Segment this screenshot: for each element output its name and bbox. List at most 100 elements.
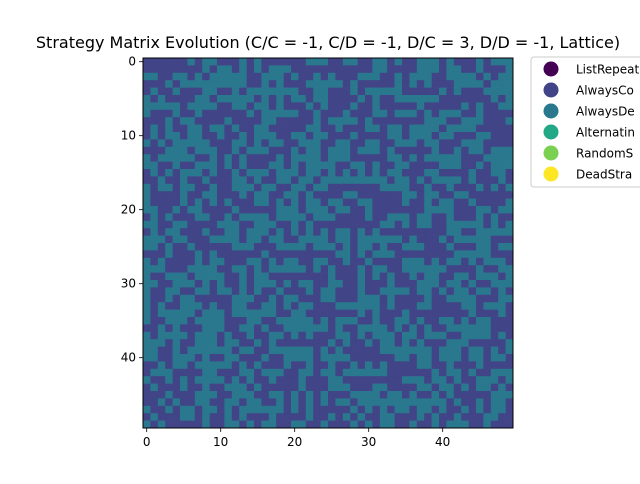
heatmap-cell bbox=[505, 87, 514, 96]
heatmap-cell bbox=[431, 154, 440, 162]
heatmap-cell bbox=[342, 413, 351, 421]
heatmap-cell bbox=[202, 361, 210, 370]
heatmap-cell bbox=[328, 176, 336, 185]
heatmap-cell bbox=[394, 265, 403, 273]
heatmap-cell bbox=[461, 302, 469, 310]
heatmap-cell bbox=[298, 420, 307, 429]
heatmap-cell bbox=[165, 146, 173, 155]
heatmap-cell bbox=[365, 391, 373, 399]
heatmap-cell bbox=[239, 183, 247, 192]
heatmap-cell bbox=[461, 220, 469, 229]
heatmap-cell bbox=[476, 183, 484, 192]
heatmap-cell bbox=[461, 65, 469, 74]
heatmap-cell bbox=[172, 191, 181, 199]
heatmap-cell bbox=[165, 243, 173, 251]
heatmap-cell bbox=[283, 198, 292, 207]
heatmap-cell bbox=[416, 228, 425, 236]
heatmap-cell bbox=[379, 176, 388, 185]
heatmap-cell bbox=[439, 339, 447, 347]
heatmap-cell bbox=[194, 420, 203, 429]
heatmap-cell bbox=[276, 87, 284, 96]
heatmap-cell bbox=[268, 243, 277, 251]
heatmap-cell bbox=[505, 154, 514, 162]
heatmap-cell bbox=[357, 146, 366, 155]
heatmap-cell bbox=[446, 206, 455, 214]
heatmap-cell bbox=[394, 243, 403, 251]
heatmap-cell bbox=[357, 324, 366, 333]
heatmap-cell bbox=[194, 243, 203, 251]
heatmap-cell bbox=[483, 206, 492, 214]
heatmap-cell bbox=[439, 220, 447, 229]
heatmap-cell bbox=[409, 257, 418, 266]
heatmap-cell bbox=[335, 346, 344, 355]
heatmap-cell bbox=[231, 280, 240, 288]
heatmap-cell bbox=[150, 346, 159, 355]
heatmap-cell bbox=[350, 235, 358, 244]
heatmap-cell bbox=[446, 132, 455, 140]
heatmap-cell bbox=[194, 146, 203, 155]
heatmap-cell bbox=[357, 154, 366, 162]
heatmap-cell bbox=[431, 383, 440, 392]
heatmap-cell bbox=[387, 294, 395, 303]
heatmap-cell bbox=[217, 183, 225, 192]
heatmap-cell bbox=[402, 72, 410, 81]
heatmap-cell bbox=[328, 398, 336, 407]
heatmap-cell bbox=[202, 368, 210, 377]
heatmap-cell bbox=[283, 161, 292, 170]
heatmap-cell bbox=[394, 309, 403, 318]
heatmap-cell bbox=[143, 420, 151, 429]
heatmap-cell bbox=[505, 95, 514, 103]
heatmap-cell bbox=[342, 213, 351, 222]
heatmap-cell bbox=[350, 206, 358, 214]
heatmap-cell bbox=[328, 169, 336, 177]
heatmap-cell bbox=[231, 235, 240, 244]
heatmap-cell bbox=[379, 309, 388, 318]
heatmap-cell bbox=[172, 331, 181, 340]
heatmap-cell bbox=[387, 198, 395, 207]
heatmap-cell bbox=[150, 109, 159, 118]
heatmap-cell bbox=[209, 405, 218, 414]
heatmap-cell bbox=[483, 413, 492, 421]
x-tick-label: 30 bbox=[361, 435, 376, 449]
heatmap-cell bbox=[202, 183, 210, 192]
heatmap-cell bbox=[342, 280, 351, 288]
heatmap-cell bbox=[194, 324, 203, 333]
heatmap-cell bbox=[276, 154, 284, 162]
heatmap-cell bbox=[379, 354, 388, 362]
heatmap-cell bbox=[328, 243, 336, 251]
heatmap-cell bbox=[283, 72, 292, 81]
heatmap-cell bbox=[313, 213, 321, 222]
heatmap-cell bbox=[320, 87, 329, 96]
heatmap-cell bbox=[172, 109, 181, 118]
heatmap-cell bbox=[350, 309, 358, 318]
heatmap-cell bbox=[409, 117, 418, 125]
heatmap-cell bbox=[157, 368, 166, 377]
heatmap-cell bbox=[143, 161, 151, 170]
heatmap-cell bbox=[157, 191, 166, 199]
heatmap-cell bbox=[180, 154, 188, 162]
heatmap-cell bbox=[150, 124, 159, 133]
heatmap-cell bbox=[431, 265, 440, 273]
heatmap-cell bbox=[350, 243, 358, 251]
heatmap-cell bbox=[246, 146, 255, 155]
heatmap-cell bbox=[431, 339, 440, 347]
heatmap-cell bbox=[224, 413, 233, 421]
heatmap-cell bbox=[402, 117, 410, 125]
heatmap-cell bbox=[350, 317, 358, 325]
heatmap-cell bbox=[372, 257, 381, 266]
heatmap-cell bbox=[342, 331, 351, 340]
heatmap-cell bbox=[224, 228, 233, 236]
heatmap-cell bbox=[335, 206, 344, 214]
heatmap-cell bbox=[335, 198, 344, 207]
heatmap-cell bbox=[416, 198, 425, 207]
heatmap-cell bbox=[490, 257, 499, 266]
heatmap-cell bbox=[224, 95, 233, 103]
heatmap-cell bbox=[202, 398, 210, 407]
heatmap-cell bbox=[217, 65, 225, 74]
heatmap-cell bbox=[209, 95, 218, 103]
heatmap-cell bbox=[402, 376, 410, 384]
heatmap-cell bbox=[409, 376, 418, 384]
heatmap-cell bbox=[335, 80, 344, 88]
heatmap-cell bbox=[298, 124, 307, 133]
y-tick-label: 0 bbox=[128, 55, 136, 69]
